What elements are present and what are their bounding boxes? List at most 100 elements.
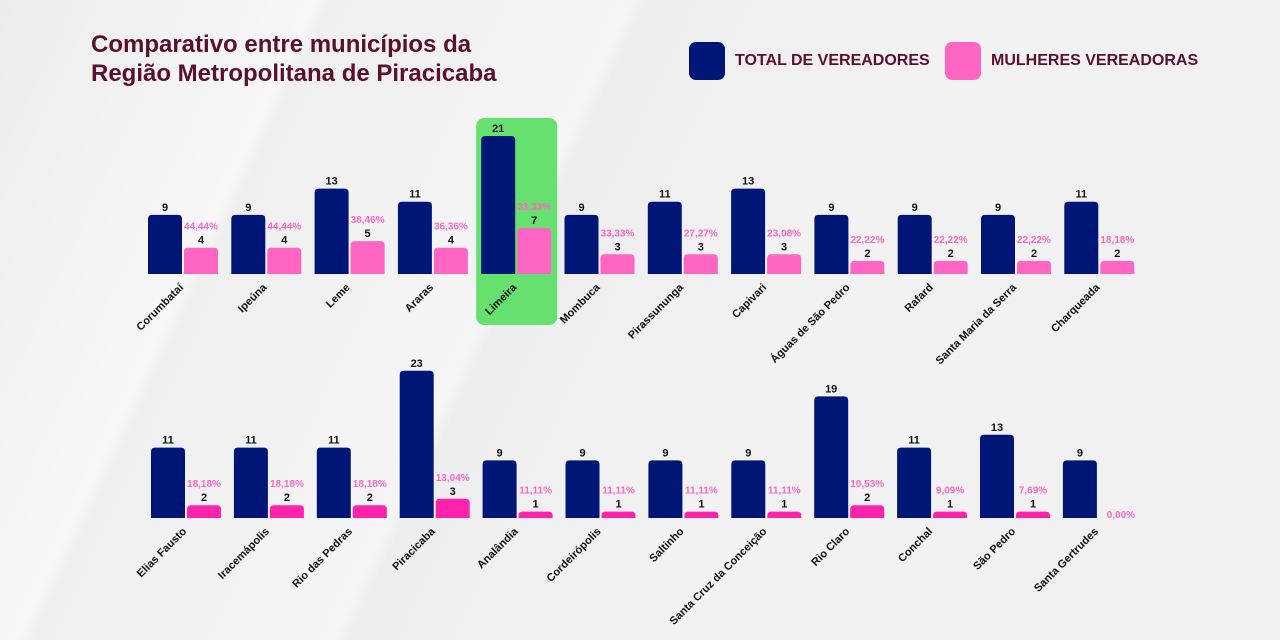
value-label-women: 1	[615, 499, 621, 511]
bar-total	[897, 214, 932, 274]
bar-women	[350, 241, 385, 274]
category-label: Rafard	[903, 282, 936, 315]
value-label-total: 9	[995, 202, 1001, 214]
legend-total: TOTAL DE VEREADORES	[689, 42, 930, 80]
percent-label: 44,44%	[267, 222, 301, 233]
category-label: Santa Gertrudes	[1032, 526, 1101, 595]
bar-women	[850, 260, 885, 274]
percent-label: 33,33%	[601, 228, 635, 239]
value-label-total: 13	[742, 176, 754, 188]
percent-label: 7,69%	[1019, 486, 1047, 497]
percent-label: 44,44%	[184, 222, 218, 233]
category-label: Araras	[403, 282, 436, 315]
bar-total	[648, 460, 683, 518]
bar-women	[267, 247, 302, 274]
category-label: Santa Maria da Serra	[934, 281, 1020, 367]
value-label-women: 1	[698, 499, 704, 511]
legend-label-women: MULHERES VEREADORAS	[991, 52, 1199, 69]
bar-total	[814, 396, 849, 518]
value-label-total: 9	[1077, 447, 1083, 459]
value-label-women: 1	[781, 499, 787, 511]
value-label-total: 21	[492, 123, 504, 135]
bar-total	[233, 447, 268, 518]
percent-label: 23,08%	[767, 228, 801, 239]
value-label-women: 1	[1030, 499, 1036, 511]
percent-label: 18,18%	[353, 479, 387, 490]
value-label-women: 3	[698, 241, 704, 253]
legend-swatch-women	[945, 42, 981, 80]
value-label-total: 19	[825, 383, 837, 395]
legend-label-total: TOTAL DE VEREADORES	[735, 52, 930, 69]
bar-total	[897, 447, 932, 518]
category-label: Iracemápolis	[216, 526, 272, 582]
value-label-women: 1	[533, 499, 539, 511]
value-label-total: 11	[409, 189, 421, 201]
bar-women	[850, 505, 885, 518]
value-label-women: 2	[948, 248, 954, 260]
bar-women	[600, 254, 635, 274]
value-label-women: 5	[365, 228, 371, 240]
bar-women	[767, 511, 802, 518]
percent-label: 22,22%	[850, 235, 884, 246]
category-label: Mombuca	[558, 281, 603, 326]
percent-label: 11,11%	[602, 486, 635, 497]
category-label: Analândia	[475, 525, 521, 571]
bar-women	[433, 247, 468, 274]
bar-total	[731, 188, 766, 274]
value-label-women: 2	[1114, 248, 1120, 260]
value-label-total: 11	[245, 435, 257, 447]
percent-label: 27,27%	[684, 228, 718, 239]
bar-women	[601, 511, 636, 518]
value-label-women: 4	[281, 235, 288, 247]
category-label: Águas de São Pedro	[768, 281, 853, 366]
category-label: Conchal	[896, 526, 935, 565]
value-label-total: 9	[579, 447, 585, 459]
value-label-total: 11	[162, 435, 174, 447]
bar-total	[399, 370, 434, 518]
value-label-total: 23	[411, 358, 423, 370]
bar-total	[647, 201, 682, 274]
percent-label: 13,04%	[436, 473, 470, 484]
category-label: Saltinho	[647, 525, 686, 564]
category-label: Rio Claro	[809, 525, 852, 568]
bar-total	[481, 136, 516, 274]
category-label: Corumbataí	[134, 281, 186, 333]
bar-women	[184, 247, 218, 274]
value-label-total: 13	[991, 422, 1003, 434]
category-label: Charqueada	[1049, 281, 1103, 335]
percent-label: 36,36%	[434, 222, 468, 233]
legend-women: MULHERES VEREADORAS	[945, 42, 1198, 80]
value-label-women: 3	[450, 486, 456, 498]
percent-label: 0,00%	[1107, 510, 1135, 521]
value-label-women: 4	[198, 235, 205, 247]
bar-total	[482, 460, 517, 518]
category-label: Leme	[324, 282, 353, 311]
percent-label: 9,09%	[936, 486, 964, 497]
bar-women	[187, 505, 221, 518]
value-label-women: 7	[531, 215, 537, 227]
value-label-women: 2	[1031, 248, 1037, 260]
bar-total	[1064, 201, 1099, 274]
bar-women	[933, 511, 968, 518]
bar-women	[1100, 260, 1135, 274]
value-label-women: 2	[201, 492, 207, 504]
category-label: Capivari	[730, 282, 769, 321]
bar-total	[731, 460, 766, 518]
value-label-total: 11	[1075, 189, 1087, 201]
category-label: Santa Cruz da Conceição	[668, 525, 770, 627]
bar-total	[981, 214, 1015, 274]
value-label-total: 11	[659, 189, 671, 201]
category-label: Piracicaba	[390, 525, 438, 573]
category-label: Rio das Pedras	[290, 526, 355, 591]
value-label-total: 9	[578, 202, 584, 214]
bar-total	[1062, 460, 1097, 518]
bar-women	[352, 505, 387, 518]
legend-swatch-total	[689, 42, 725, 80]
percent-label: 22,22%	[934, 235, 968, 246]
value-label-total: 11	[328, 435, 340, 447]
bar-women	[683, 254, 718, 274]
bar-total	[148, 214, 182, 274]
category-label: Cordeirópolis	[545, 526, 604, 585]
bar-total	[565, 460, 600, 518]
bar-total	[980, 434, 1014, 518]
